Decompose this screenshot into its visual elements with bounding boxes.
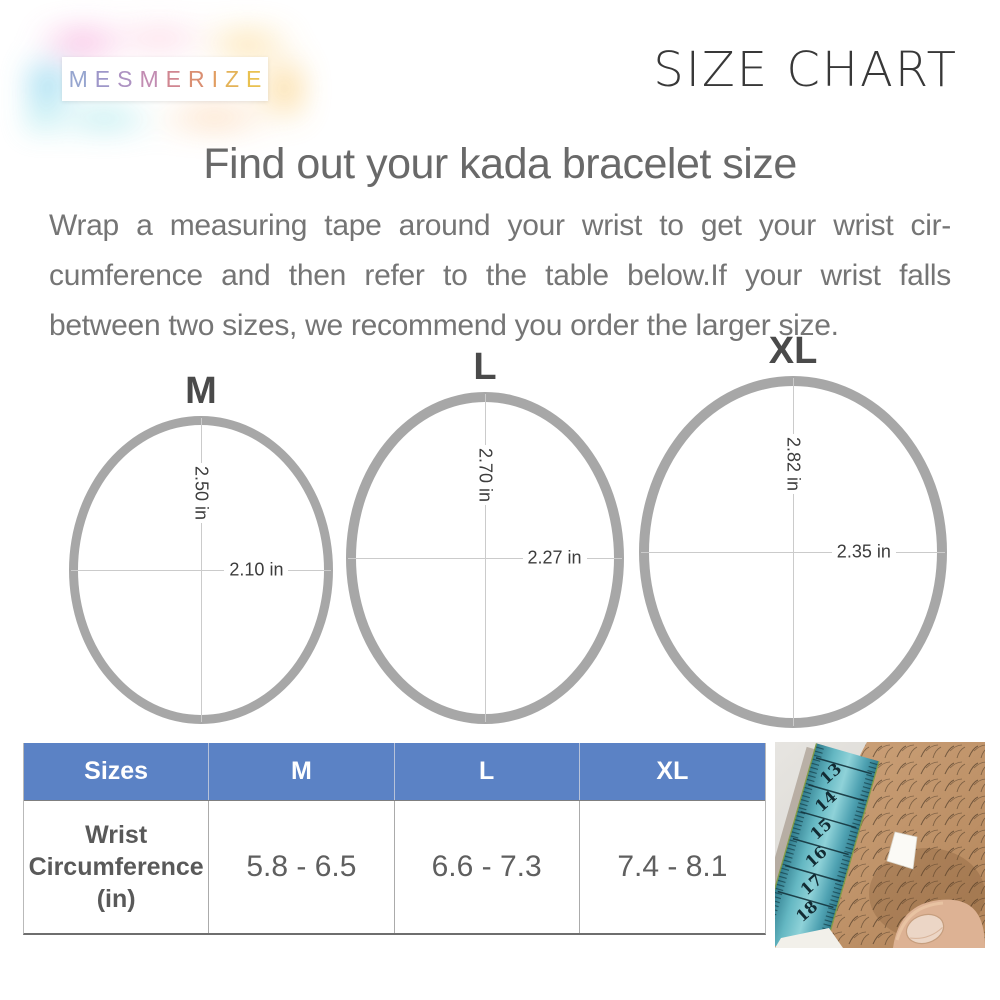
intro-line: cumference and then refer to the table b… xyxy=(49,259,951,292)
brand-letter: E xyxy=(165,65,181,92)
row-label-wrist-circumference: Wrist Circumference (in) xyxy=(24,801,210,933)
horizontal-measure-label: 2.10 in xyxy=(224,559,289,581)
brand-letter: M xyxy=(68,65,88,92)
size-table: Sizes M L XL Wrist Circumference (in) 5.… xyxy=(23,743,766,935)
size-table-header: Sizes M L XL xyxy=(24,743,765,801)
horizontal-diameter-line xyxy=(348,557,622,559)
col-header-m: M xyxy=(209,743,395,800)
ring-size-label: L xyxy=(473,346,497,388)
col-header-l: L xyxy=(395,743,580,800)
vertical-measure-label: 2.70 in xyxy=(473,444,497,506)
wrist-photo: 13 14 15 16 17 18 xyxy=(775,742,985,948)
brand-letter: M xyxy=(139,65,159,92)
measuring-tape: 13 14 15 16 17 18 xyxy=(775,743,880,948)
intro-line: between two sizes, we recommend you orde… xyxy=(49,309,839,342)
ring-size-label: XL xyxy=(768,330,818,372)
horizontal-diameter-line xyxy=(641,551,945,553)
horizontal-measure-label: 2.27 in xyxy=(522,547,587,569)
col-header-xl: XL xyxy=(656,757,689,785)
vertical-measure-label: 2.82 in xyxy=(781,433,805,495)
ring-diagram-l: L 2.70 in 2.27 in xyxy=(346,348,624,724)
brand-letter: S xyxy=(117,65,133,92)
brand-letter: E xyxy=(94,65,111,92)
white-patch xyxy=(775,928,843,948)
horizontal-diameter-line xyxy=(71,569,331,571)
horizontal-measure-label: 2.35 in xyxy=(831,541,896,563)
brand-letter: R xyxy=(187,65,205,92)
thumb-highlight xyxy=(895,901,944,941)
tape-end-tab xyxy=(886,831,918,870)
intro-paragraph: Wrap a measuring tape around your wrist … xyxy=(49,201,951,351)
intro-line: Wrap a measuring tape around your wrist … xyxy=(49,209,951,242)
brand-letter: I xyxy=(211,65,218,92)
ring-size-label: M xyxy=(185,370,217,412)
value-l: 6.6 - 7.3 xyxy=(395,801,580,933)
ring-diagram-xl: XL 2.82 in 2.35 in xyxy=(639,332,947,728)
col-header-sizes: Sizes xyxy=(24,743,210,800)
size-table-row: Wrist Circumference (in) 5.8 - 6.5 6.6 -… xyxy=(24,801,765,933)
thumb-nail xyxy=(905,913,945,945)
brand-letter: Z xyxy=(224,65,240,92)
tape-shadow xyxy=(775,746,816,940)
ring-diagram-m: M 2.50 in 2.10 in xyxy=(69,372,333,724)
vertical-measure-label: 2.50 in xyxy=(189,462,213,524)
value-m: 5.8 - 6.5 xyxy=(209,801,395,933)
tape-ticks xyxy=(775,743,880,948)
heading: Find out your kada bracelet size xyxy=(203,140,797,188)
brand-letter: E xyxy=(246,65,262,92)
page-title: SIZE CHART xyxy=(653,42,958,98)
value-xl: 7.4 - 8.1 xyxy=(617,850,728,883)
